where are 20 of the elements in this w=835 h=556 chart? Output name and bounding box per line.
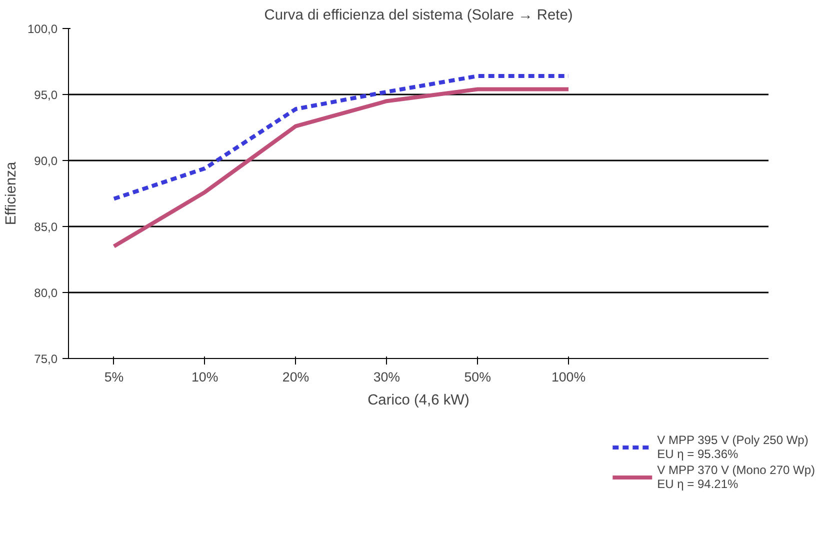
text: EU η = 95.36% [657,447,738,461]
x-tick-label: 30% [373,370,400,384]
x-axis-title: Carico (4,6 kW) [368,392,470,408]
line-series [112,87,570,248]
x-tick-label: 10% [192,370,218,384]
legend-label: V MPP 395 V (Poly 250 Wp) [657,433,808,447]
y-axis-title: Efficienza [3,161,20,226]
y-tick-label: 90,0 [34,154,58,168]
x-tick-label: 50% [464,370,492,384]
y-tick-label: 100,0 [27,22,58,36]
y-tick-label: 85,0 [34,220,58,234]
y-tick-label: 75,0 [34,352,58,366]
x-tick-label: 20% [282,370,310,384]
y-tick-label: 95,0 [34,88,58,102]
y-tick-label: 80,0 [34,286,58,300]
text: EU η = 94.21% [657,477,738,491]
legend-label: V MPP 370 V (Mono 270 Wp) [657,463,815,477]
x-tick-label: 5% [104,370,124,384]
chart-title: Curva di efficienza del sistema (Solare → Rete) [264,8,573,24]
x-tick-label: 100% [551,370,586,384]
